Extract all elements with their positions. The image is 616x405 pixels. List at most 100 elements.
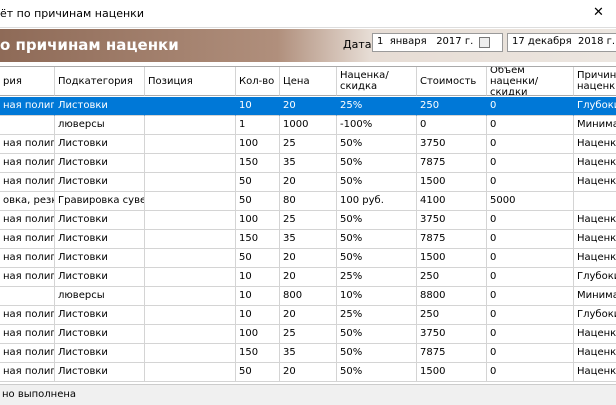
- table-cell: [145, 287, 236, 306]
- table-cell: Наценка: [574, 230, 616, 249]
- table-cell: Листовки: [55, 268, 145, 287]
- table-cell: Листовки: [55, 211, 145, 230]
- table-cell: 25: [280, 211, 337, 230]
- table-cell: ная полигра: [0, 173, 55, 192]
- table-cell: 20: [280, 306, 337, 325]
- table-cell: [145, 325, 236, 344]
- table-cell: 100 руб.: [337, 192, 417, 211]
- column-header[interactable]: Кол-во: [236, 67, 280, 96]
- table-cell: 50%: [337, 344, 417, 363]
- table-cell: 50%: [337, 325, 417, 344]
- column-header[interactable]: Позиция: [145, 67, 236, 96]
- table-cell: 0: [487, 154, 574, 173]
- date-to[interactable]: 17 декабря 2018 г.: [507, 33, 616, 52]
- table-cell: Минимал: [574, 287, 616, 306]
- table-cell: 0: [487, 344, 574, 363]
- column-header[interactable]: Наценка/скидка: [337, 67, 417, 96]
- table-cell: [0, 116, 55, 135]
- table-cell: 0: [487, 363, 574, 382]
- table-cell: 250: [417, 268, 487, 287]
- table-cell: Листовки: [55, 154, 145, 173]
- table-cell: 7875: [417, 344, 487, 363]
- table-cell: 3750: [417, 325, 487, 344]
- table-cell: Листовки: [55, 97, 145, 116]
- close-button[interactable]: ✕: [593, 5, 604, 20]
- table-cell: 0: [487, 135, 574, 154]
- table-cell: -100%: [337, 116, 417, 135]
- table-cell: 10: [236, 97, 280, 116]
- column-header[interactable]: Подкатегория: [55, 67, 145, 96]
- table-cell: 80: [280, 192, 337, 211]
- table-cell: 50%: [337, 154, 417, 173]
- table-cell: 25: [280, 135, 337, 154]
- table-cell: Наценка: [574, 211, 616, 230]
- table-cell: 50%: [337, 173, 417, 192]
- table-cell: Листовки: [55, 173, 145, 192]
- table-cell: ная полигра: [0, 249, 55, 268]
- date-from[interactable]: 1 января 2017 г.: [372, 33, 503, 52]
- table-cell: 3750: [417, 135, 487, 154]
- date-to-text: 17 декабря 2018 г.: [512, 36, 616, 47]
- table-cell: ная полигра: [0, 268, 55, 287]
- table-cell: 7875: [417, 230, 487, 249]
- table-cell: 50%: [337, 135, 417, 154]
- table-cell: 35: [280, 154, 337, 173]
- table-cell: 10: [236, 268, 280, 287]
- column-header[interactable]: Причина наценки: [574, 67, 616, 96]
- table-cell: 0: [487, 287, 574, 306]
- table-cell: [145, 97, 236, 116]
- column-header[interactable]: Объем наценки/скидки: [487, 67, 574, 96]
- table-cell: ная полигра: [0, 325, 55, 344]
- table-cell: Наценка: [574, 325, 616, 344]
- table-cell: 150: [236, 230, 280, 249]
- table-cell: [145, 268, 236, 287]
- table-cell: 1: [236, 116, 280, 135]
- table-cell: 0: [487, 268, 574, 287]
- table-cell: Наценка: [574, 249, 616, 268]
- table-cell: ная полигра: [0, 230, 55, 249]
- table-cell: 20: [280, 363, 337, 382]
- date-from-text: 1 января 2017 г.: [377, 36, 474, 47]
- table-cell: 8800: [417, 287, 487, 306]
- column-header[interactable]: Стоимость: [417, 67, 487, 96]
- table-cell: 0: [487, 306, 574, 325]
- calendar-icon[interactable]: [479, 37, 490, 48]
- table-cell: Листовки: [55, 363, 145, 382]
- table-cell: люверсы: [55, 116, 145, 135]
- table-cell: ная полигра: [0, 97, 55, 116]
- table-cell: [0, 287, 55, 306]
- table-cell: 1500: [417, 249, 487, 268]
- table-cell: 0: [487, 173, 574, 192]
- table-cell: 1500: [417, 363, 487, 382]
- table-cell: 20: [280, 249, 337, 268]
- table-cell: люверсы: [55, 287, 145, 306]
- table-cell: ная полигра: [0, 344, 55, 363]
- table-cell: 20: [280, 97, 337, 116]
- column-header[interactable]: Цена: [280, 67, 337, 96]
- table-cell: Минимал: [574, 116, 616, 135]
- table-cell: Наценка: [574, 173, 616, 192]
- table-cell: ная полигра: [0, 306, 55, 325]
- table-cell: Наценка: [574, 344, 616, 363]
- window-title: ёт по причинам наценки: [0, 7, 144, 20]
- table-cell: 150: [236, 344, 280, 363]
- table-cell: Листовки: [55, 249, 145, 268]
- table-cell: Листовки: [55, 325, 145, 344]
- table-cell: 10: [236, 287, 280, 306]
- table-cell: 50: [236, 173, 280, 192]
- table-cell: 25%: [337, 97, 417, 116]
- table-cell: 20: [280, 173, 337, 192]
- table-cell: Листовки: [55, 230, 145, 249]
- table-cell: [145, 230, 236, 249]
- table-cell: 10: [236, 306, 280, 325]
- data-grid: рия Подкатегория Позиция Кол-во Цена Наценка/…: [0, 66, 616, 382]
- table-cell: [145, 154, 236, 173]
- table-cell: [145, 135, 236, 154]
- table-cell: 0: [487, 325, 574, 344]
- title-bar: ёт по причинам наценки ✕: [0, 0, 616, 28]
- table-cell: 250: [417, 97, 487, 116]
- column-header[interactable]: рия: [0, 67, 55, 96]
- table-cell: ная полигра: [0, 154, 55, 173]
- table-cell: [145, 363, 236, 382]
